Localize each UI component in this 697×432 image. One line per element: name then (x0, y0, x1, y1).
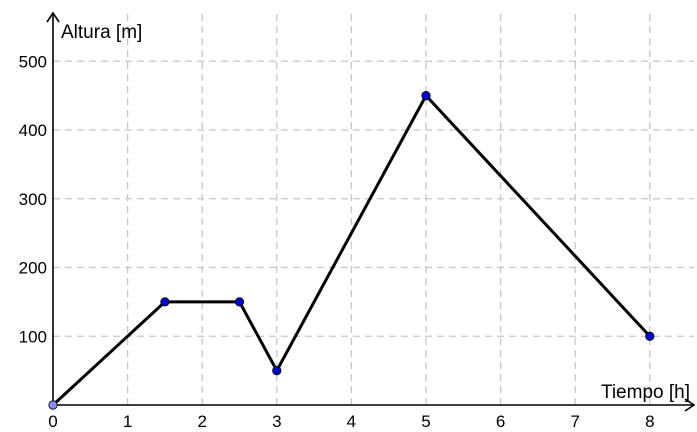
x-axis-arrow (684, 398, 696, 412)
x-tick-label: 2 (197, 412, 206, 431)
y-axis-arrow (46, 11, 60, 23)
tick-labels: 0 1 2 3 4 5 6 7 8 100 200 300 400 500 (19, 52, 655, 431)
data-point (645, 331, 655, 341)
data-point (160, 297, 170, 307)
series-line (51, 94, 651, 407)
x-tick-label: 3 (272, 412, 281, 431)
data-point (48, 400, 58, 410)
y-tick-label: 300 (19, 190, 47, 209)
x-tick-label: 5 (421, 412, 430, 431)
y-tick-label: 100 (19, 327, 47, 346)
x-tick-label: 7 (570, 412, 579, 431)
x-tick-label: 0 (48, 412, 57, 431)
axes (46, 11, 696, 412)
data-point (272, 366, 282, 376)
x-tick-label: 1 (123, 412, 132, 431)
x-tick-label: 8 (645, 412, 654, 431)
x-axis-label: Tiempo [h] (601, 382, 690, 403)
y-tick-label: 200 (19, 259, 47, 278)
x-tick-label: 6 (496, 412, 505, 431)
x-tick-label: 4 (347, 412, 356, 431)
data-point (234, 297, 245, 307)
y-tick-label: 500 (19, 52, 47, 71)
y-axis-label: Altura [m] (61, 22, 142, 43)
grid (53, 13, 694, 405)
series (48, 91, 655, 410)
y-tick-label: 400 (19, 121, 47, 140)
data-point (421, 91, 431, 101)
